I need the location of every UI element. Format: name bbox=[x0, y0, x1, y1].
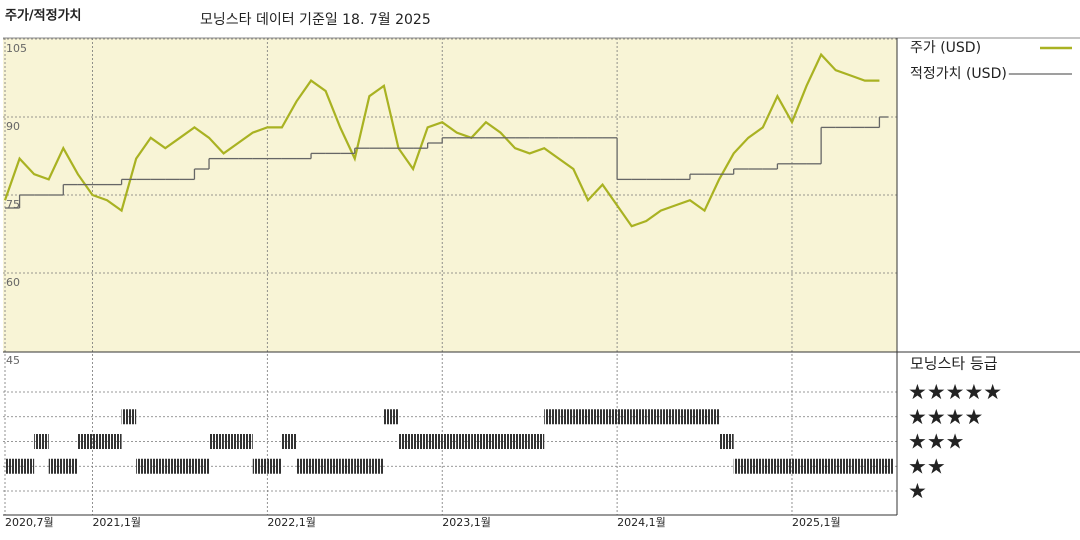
rating-bar bbox=[748, 458, 763, 474]
y-tick-label: 105 bbox=[6, 42, 27, 55]
price-line bbox=[3, 52, 880, 228]
rating-bar bbox=[602, 409, 618, 425]
x-tick-label: 2023,1월 bbox=[442, 516, 491, 529]
rating-bar bbox=[296, 458, 312, 474]
rating-bar bbox=[485, 434, 501, 449]
marks bbox=[3, 52, 894, 474]
y-tick-label: 75 bbox=[6, 198, 20, 211]
rating-label: ★★ bbox=[908, 454, 946, 478]
rating-bar bbox=[121, 409, 137, 425]
rating-bar bbox=[777, 458, 792, 474]
rating-bar bbox=[762, 458, 778, 474]
rating-bar bbox=[281, 434, 297, 449]
rating-bar bbox=[573, 409, 588, 425]
x-tick-label: 2024,1월 bbox=[617, 516, 666, 529]
rating-bar bbox=[704, 409, 720, 425]
rating-bar bbox=[383, 409, 399, 425]
x-tick-label: 2021,1월 bbox=[92, 516, 141, 529]
rating-bar bbox=[646, 409, 661, 425]
y-tick-label: 45 bbox=[6, 354, 20, 367]
rating-bar bbox=[835, 458, 851, 474]
rating-bar bbox=[689, 409, 705, 425]
rating-bar bbox=[179, 458, 195, 474]
rating-bar bbox=[442, 434, 457, 449]
legend-label: 적정가치 (USD) bbox=[910, 66, 1007, 82]
rating-label: ★ bbox=[908, 479, 927, 503]
rating-bar bbox=[558, 409, 574, 425]
rating-bar bbox=[617, 409, 632, 425]
y-tick-label: 90 bbox=[6, 120, 20, 133]
rating-bar bbox=[150, 458, 166, 474]
rating-bar bbox=[165, 458, 180, 474]
rating-bar bbox=[398, 434, 414, 449]
rating-bar bbox=[107, 434, 122, 449]
rating-bar bbox=[311, 458, 326, 474]
x-tick-label: 2020,7월 bbox=[5, 516, 54, 529]
rating-bar bbox=[515, 434, 530, 449]
plot-background bbox=[3, 38, 897, 352]
rating-bar bbox=[325, 458, 341, 474]
chart-subtitle: 모닝스타 데이터 기준일 18. 7월 2025 bbox=[200, 12, 431, 28]
rating-bar bbox=[340, 458, 355, 474]
rating-bar bbox=[791, 458, 807, 474]
rating-bar bbox=[821, 458, 836, 474]
y-tick-label: 60 bbox=[6, 276, 20, 289]
rating-bar bbox=[267, 458, 282, 474]
rating-bar bbox=[223, 434, 239, 449]
rating-bar bbox=[354, 458, 370, 474]
rating-bar bbox=[544, 409, 559, 425]
rating-bar bbox=[92, 434, 108, 449]
rating-bar bbox=[529, 434, 545, 449]
rating-bar bbox=[660, 409, 676, 425]
rating-bar bbox=[864, 458, 880, 474]
rating-bar bbox=[719, 434, 734, 449]
rating-bar bbox=[19, 458, 35, 474]
rating-bar bbox=[63, 458, 78, 474]
rating-bar bbox=[413, 434, 428, 449]
legend-label: 주가 (USD) bbox=[910, 40, 981, 56]
rating-label: ★★★★★ bbox=[908, 380, 1002, 404]
rating-bar bbox=[48, 458, 64, 474]
rating-bar bbox=[209, 434, 224, 449]
rating-bar bbox=[587, 409, 603, 425]
x-tick-label: 2025,1월 bbox=[792, 516, 841, 529]
rating-bar bbox=[194, 458, 210, 474]
rating-bar bbox=[500, 434, 516, 449]
rating-bar bbox=[675, 409, 690, 425]
rating-bar bbox=[879, 458, 894, 474]
rating-bar bbox=[456, 434, 472, 449]
rating-bar bbox=[631, 409, 647, 425]
rating-bar bbox=[34, 434, 49, 449]
x-tick-label: 2022,1월 bbox=[267, 516, 316, 529]
rating-bar bbox=[471, 434, 486, 449]
rating-bar bbox=[77, 434, 93, 449]
rating-bar bbox=[427, 434, 443, 449]
rating-bar bbox=[806, 458, 822, 474]
rating-bar bbox=[136, 458, 151, 474]
rating-label: ★★★ bbox=[908, 430, 964, 454]
rating-bar bbox=[733, 458, 749, 474]
rating-bar bbox=[238, 434, 253, 449]
rating-label: ★★★★ bbox=[908, 405, 983, 429]
rating-title: 모닝스타 등급 bbox=[910, 355, 998, 373]
rating-bar bbox=[252, 458, 268, 474]
rating-bar bbox=[850, 458, 865, 474]
rating-bar bbox=[369, 458, 384, 474]
chart-title: 주가/적정가치 bbox=[5, 8, 82, 24]
rating-bar bbox=[5, 458, 20, 474]
